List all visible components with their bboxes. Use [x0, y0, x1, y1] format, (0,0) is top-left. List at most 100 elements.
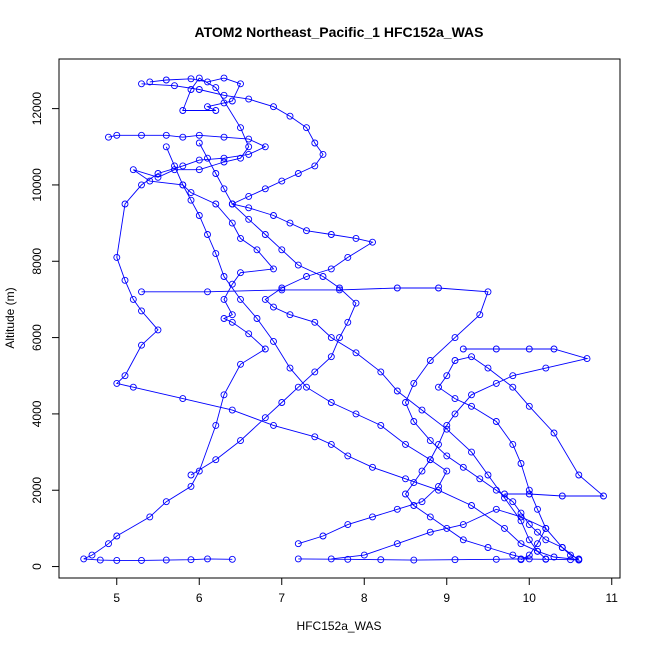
data-point — [517, 555, 525, 563]
data-point — [567, 551, 574, 559]
data-point — [525, 486, 533, 494]
data-point — [567, 556, 574, 564]
data-point — [426, 357, 434, 364]
data-point — [261, 295, 269, 303]
data-point — [187, 556, 195, 564]
data-point — [212, 456, 220, 464]
x-tick-label: 7 — [278, 591, 285, 605]
data-point — [179, 133, 187, 141]
data-point — [204, 231, 211, 238]
data-point — [187, 189, 195, 197]
data-point — [327, 555, 335, 563]
series-line — [141, 287, 579, 560]
data-point — [113, 379, 121, 387]
data-point — [525, 521, 533, 529]
data-point — [402, 475, 409, 483]
data-point — [138, 288, 145, 296]
data-point — [377, 368, 385, 376]
data-point — [435, 440, 442, 448]
data-point — [311, 162, 319, 170]
data-point — [344, 318, 352, 326]
series-9 — [187, 139, 360, 479]
data-point — [352, 299, 360, 307]
data-point — [162, 131, 170, 139]
data-point — [410, 379, 418, 387]
data-point — [212, 170, 220, 177]
data-point — [344, 521, 352, 529]
data-point — [492, 486, 500, 494]
data-point — [261, 231, 269, 238]
data-point — [352, 349, 360, 357]
data-point — [336, 284, 343, 292]
data-point — [402, 490, 409, 498]
data-point — [492, 379, 500, 387]
data-point — [245, 135, 253, 143]
data-point — [171, 82, 178, 90]
y-tick-label: 2000 — [30, 477, 44, 504]
data-point — [393, 284, 401, 292]
data-point — [220, 158, 228, 166]
data-point — [286, 311, 294, 319]
data-point — [129, 295, 137, 303]
data-point — [517, 460, 525, 467]
data-point — [451, 334, 459, 342]
data-point — [220, 185, 228, 193]
data-point — [534, 528, 541, 536]
data-point — [179, 395, 187, 403]
y-axis-label: Altitude (m) — [3, 287, 17, 348]
data-point — [402, 440, 409, 448]
data-point — [220, 99, 228, 107]
data-point — [484, 544, 492, 551]
data-point — [327, 231, 335, 238]
series-8 — [162, 143, 451, 548]
data-point — [327, 399, 335, 406]
y-tick-label: 0 — [30, 563, 44, 570]
data-point — [319, 532, 327, 540]
data-point — [492, 555, 500, 563]
data-point — [270, 103, 277, 111]
data-point — [121, 276, 129, 284]
data-point — [303, 227, 310, 235]
data-point — [410, 556, 418, 564]
data-point — [558, 544, 566, 551]
x-tick-label: 5 — [113, 591, 120, 605]
series-layer — [80, 74, 607, 564]
data-point — [138, 556, 145, 564]
data-point — [195, 212, 203, 219]
data-point — [550, 553, 558, 561]
data-point — [319, 150, 327, 158]
data-point — [278, 284, 286, 292]
data-point — [410, 479, 418, 487]
data-point — [451, 395, 459, 403]
data-point — [550, 345, 558, 353]
data-point — [121, 372, 129, 380]
data-point — [212, 250, 220, 258]
data-point — [270, 303, 277, 311]
data-point — [179, 162, 187, 170]
data-point — [154, 326, 162, 334]
data-point — [534, 547, 541, 555]
data-point — [113, 556, 121, 564]
data-point — [426, 456, 434, 464]
data-point — [138, 341, 145, 349]
data-point — [212, 84, 220, 92]
data-point — [162, 143, 170, 151]
data-point — [443, 421, 451, 429]
series-3 — [138, 80, 550, 563]
data-point — [220, 391, 228, 399]
data-point — [443, 452, 451, 460]
data-point — [245, 192, 253, 200]
data-point — [393, 387, 401, 395]
data-point — [138, 307, 145, 315]
data-point — [146, 78, 154, 86]
series-line — [298, 508, 581, 561]
data-point — [435, 482, 442, 490]
data-point — [558, 492, 566, 500]
data-point — [187, 196, 195, 204]
data-point — [418, 498, 426, 506]
data-point — [138, 181, 145, 189]
data-point — [195, 74, 203, 82]
data-point — [187, 75, 195, 83]
x-axis: 5 6 7 8 9 10 11 — [113, 578, 618, 605]
